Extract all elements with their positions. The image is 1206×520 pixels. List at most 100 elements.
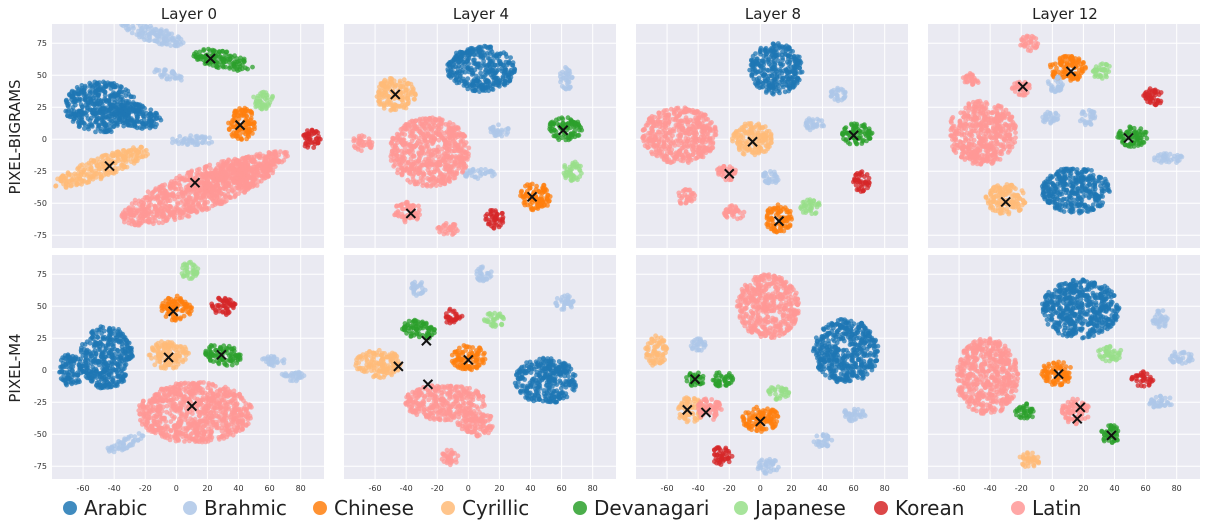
point-brahmic [119, 22, 124, 27]
point-arabic [781, 45, 786, 50]
point-brahmic [154, 67, 159, 72]
point-latin [200, 180, 205, 185]
point-latin [131, 208, 136, 213]
point-arabic [78, 109, 83, 114]
point-arabic [96, 93, 101, 98]
point-arabic [154, 116, 159, 121]
point-cyrillic [377, 100, 382, 105]
point-arabic [753, 51, 758, 56]
point-cyrillic [53, 184, 58, 189]
point-chinese [538, 190, 543, 195]
point-latin [415, 181, 420, 186]
point-chinese [230, 118, 235, 123]
point-latin [687, 142, 692, 147]
point-latin [237, 159, 242, 164]
point-latin [462, 162, 467, 167]
point-arabic [82, 88, 87, 93]
point-latin [425, 151, 430, 156]
point-arabic [478, 66, 483, 71]
point-devanagari [560, 117, 565, 122]
point-cyrillic [121, 154, 126, 159]
point-latin [168, 184, 173, 189]
point-latin [432, 162, 437, 167]
point-latin [435, 226, 440, 231]
point-latin [273, 151, 278, 156]
point-latin [410, 149, 415, 154]
point-chinese [523, 200, 528, 205]
point-devanagari [554, 133, 559, 138]
point-arabic [759, 64, 764, 69]
point-arabic [98, 129, 103, 134]
point-japanese [254, 99, 259, 104]
point-latin [418, 146, 423, 151]
point-brahmic [147, 35, 152, 40]
point-cyrillic [382, 103, 387, 108]
point-latin [217, 198, 222, 203]
point-latin [166, 199, 171, 204]
point-latin [442, 182, 447, 187]
point-latin [670, 153, 675, 158]
point-arabic [486, 70, 491, 75]
point-arabic [774, 50, 779, 55]
point-arabic [780, 57, 785, 62]
point-cyrillic [69, 183, 74, 188]
point-cyrillic [139, 154, 144, 159]
point-latin [177, 215, 182, 220]
point-arabic [473, 88, 478, 93]
point-cyrillic [131, 149, 136, 154]
point-latin [399, 203, 404, 208]
point-cyrillic [78, 173, 83, 178]
point-latin [145, 195, 150, 200]
point-latin [647, 117, 652, 122]
point-latin [393, 150, 398, 155]
point-chinese [548, 194, 553, 199]
point-japanese [266, 102, 271, 107]
point-brahmic [168, 43, 173, 48]
point-brahmic [490, 174, 495, 179]
point-latin [197, 204, 202, 209]
point-arabic [95, 117, 100, 122]
point-arabic [150, 124, 155, 129]
point-korean [491, 221, 496, 226]
point-latin [685, 130, 690, 135]
point-korean [315, 140, 320, 145]
point-japanese [577, 167, 582, 172]
point-latin [229, 163, 234, 168]
point-latin [662, 144, 667, 149]
point-latin [422, 124, 427, 129]
point-cyrillic [86, 180, 91, 185]
point-latin [431, 121, 436, 126]
point-latin [419, 163, 424, 168]
point-arabic [504, 74, 509, 79]
y-tick-label: -75 [34, 231, 47, 240]
point-latin [428, 171, 433, 176]
point-korean [308, 137, 313, 142]
point-cyrillic [127, 153, 132, 158]
point-latin [412, 134, 417, 139]
point-brahmic [197, 136, 202, 141]
point-latin [459, 147, 464, 152]
point-arabic [492, 70, 497, 75]
point-cyrillic [379, 88, 384, 93]
point-brahmic [566, 68, 571, 73]
point-arabic [105, 99, 110, 104]
point-latin [448, 137, 453, 142]
point-arabic [149, 114, 154, 119]
point-cyrillic [384, 93, 389, 98]
point-arabic [770, 73, 775, 78]
point-arabic [787, 52, 792, 57]
point-latin [252, 170, 257, 175]
point-latin [460, 132, 465, 137]
point-chinese [530, 182, 535, 187]
point-chinese [523, 184, 528, 189]
point-cyrillic [117, 150, 122, 155]
point-chinese [534, 187, 539, 192]
point-arabic [466, 49, 471, 54]
point-korean [490, 214, 495, 219]
point-latin [441, 176, 446, 181]
point-arabic [103, 122, 108, 127]
point-brahmic [173, 43, 178, 48]
point-latin [419, 130, 424, 135]
point-latin [404, 201, 409, 206]
point-brahmic [187, 136, 192, 141]
